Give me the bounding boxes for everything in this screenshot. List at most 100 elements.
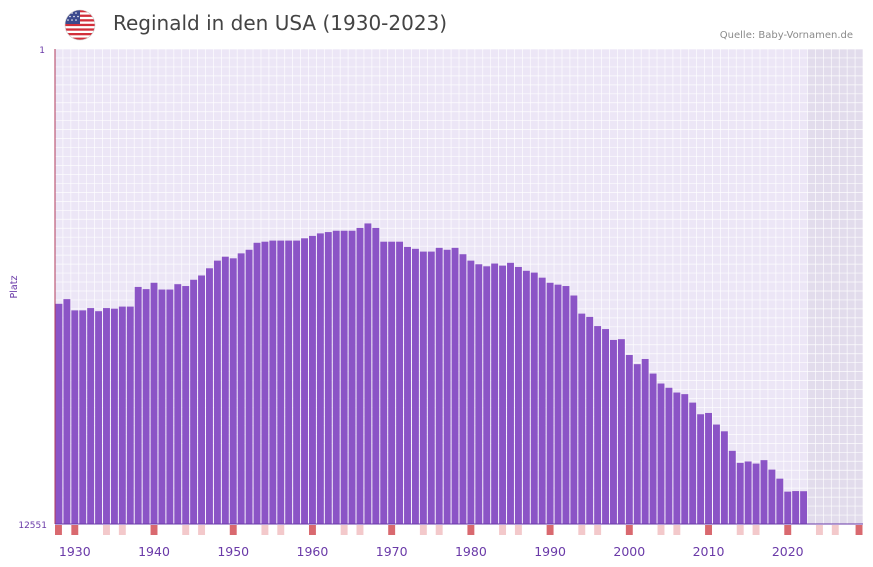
x-tick-major	[388, 525, 396, 535]
bar-2022	[800, 491, 808, 524]
bar-2016	[752, 463, 760, 524]
bar-1934	[103, 308, 110, 524]
bar-1992	[562, 286, 570, 524]
x-tick-minor	[198, 525, 206, 535]
bar-1969	[380, 241, 388, 524]
bar-2019	[776, 478, 784, 524]
x-tick-label-1990: 1990	[534, 544, 566, 559]
bar-1977	[443, 249, 451, 525]
bar-2021	[792, 491, 800, 524]
bar-1956	[277, 240, 285, 525]
bar-1968	[372, 227, 380, 525]
bar-2011	[712, 424, 720, 524]
x-tick-major	[308, 525, 316, 535]
bar-1964	[340, 230, 348, 525]
x-tick-major	[625, 525, 633, 535]
x-tick-label-1940: 1940	[138, 544, 170, 559]
bar-1978	[451, 247, 459, 524]
x-tick-end	[855, 525, 863, 535]
bar-2017	[760, 460, 768, 524]
bar-1973	[411, 248, 419, 525]
future-shade	[807, 49, 863, 524]
bar-1950	[229, 258, 237, 524]
x-tick-minor	[673, 525, 681, 535]
bar-1988	[530, 272, 538, 524]
y-tick-label-bottom: 12551	[18, 521, 47, 531]
bar-1945	[190, 279, 198, 524]
bar-1975	[427, 251, 435, 524]
x-tick-minor	[182, 525, 190, 535]
bar-1952	[245, 249, 253, 525]
x-tick-minor	[736, 525, 744, 535]
bar-1980	[467, 260, 475, 524]
x-tick-label-2020: 2020	[772, 544, 804, 559]
bar-1957	[285, 240, 293, 525]
x-tick-minor	[340, 525, 348, 535]
bar-1989	[538, 277, 546, 524]
x-tick-minor	[103, 525, 110, 535]
bar-1941	[158, 289, 166, 524]
bar-1990	[546, 282, 554, 524]
bar-1936	[118, 306, 126, 524]
bar-1949	[221, 256, 229, 524]
bar-1940	[150, 282, 158, 524]
x-tick-minor	[578, 525, 586, 535]
x-tick-major	[71, 525, 79, 535]
bar-2007	[681, 394, 689, 524]
bar-1931	[79, 310, 87, 524]
x-tick-minor	[594, 525, 602, 535]
bar-2013	[728, 450, 736, 524]
bar-1982	[483, 266, 491, 524]
x-tick-start	[55, 525, 62, 535]
bar-2014	[736, 462, 744, 524]
x-tick-minor	[815, 525, 823, 535]
bar-2003	[649, 373, 657, 524]
bar-1948	[213, 260, 221, 524]
x-tick-minor	[261, 525, 269, 535]
source-credit: Quelle: Baby-Vornamen.de	[719, 30, 853, 41]
bar-1986	[514, 266, 522, 524]
x-tick-label-1960: 1960	[297, 544, 329, 559]
bar-1970	[388, 241, 396, 524]
bar-1991	[554, 284, 562, 524]
bar-1947	[206, 268, 213, 524]
bar-1987	[522, 270, 530, 524]
bar-1939	[142, 289, 150, 524]
bar-2015	[744, 461, 752, 524]
bar-1974	[419, 251, 427, 524]
x-tick-major	[784, 525, 792, 535]
bar-1928	[55, 303, 63, 524]
x-tick-minor	[356, 525, 364, 535]
x-tick-label-2000: 2000	[613, 544, 645, 559]
bar-1996	[594, 326, 602, 524]
bar-1955	[269, 240, 277, 525]
y-tick-label-top: 1	[39, 46, 45, 56]
bar-1935	[110, 308, 118, 524]
bar-1946	[198, 275, 206, 524]
bar-1930	[71, 310, 79, 524]
x-tick-major	[150, 525, 158, 535]
bar-1960	[308, 235, 316, 524]
bar-1998	[610, 339, 617, 524]
x-tick-minor	[277, 525, 285, 535]
x-tick-minor	[657, 525, 665, 535]
bar-2006	[673, 392, 681, 524]
bar-1943	[174, 284, 182, 524]
bar-1959	[301, 238, 308, 524]
bar-1951	[237, 253, 245, 524]
bar-1984	[499, 265, 507, 524]
x-tick-label-1980: 1980	[455, 544, 487, 559]
us-flag-icon	[64, 9, 96, 41]
bar-1963	[332, 230, 340, 525]
bar-2000	[625, 355, 633, 524]
x-tick-minor	[435, 525, 443, 535]
x-tick-label-1970: 1970	[376, 544, 408, 559]
x-tick-major	[467, 525, 475, 535]
bar-1972	[404, 246, 411, 525]
bar-1995	[586, 316, 594, 524]
bar-1954	[261, 241, 269, 524]
bar-2018	[768, 469, 776, 524]
x-tick-label-1930: 1930	[59, 544, 91, 559]
x-tick-minor	[752, 525, 760, 535]
